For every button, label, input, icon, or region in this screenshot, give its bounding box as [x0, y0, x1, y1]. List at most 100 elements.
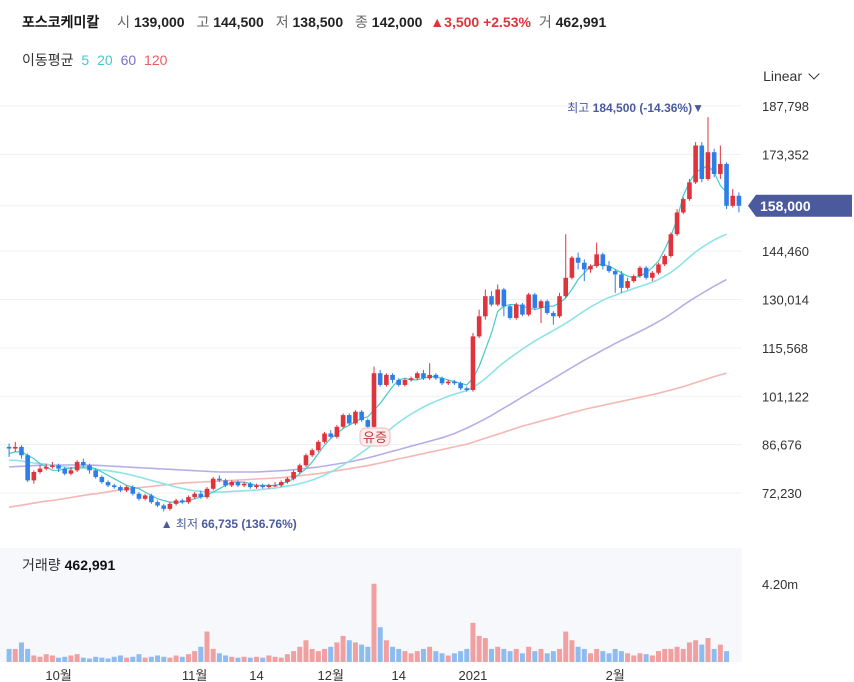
- volume-bar: [105, 658, 111, 662]
- volume-bar: [513, 648, 519, 662]
- candle-body: [359, 411, 364, 421]
- volume-bar: [346, 640, 352, 662]
- volume-bar: [6, 648, 12, 662]
- high-value: 144,500: [213, 14, 264, 30]
- candle-body: [346, 415, 352, 424]
- candle-body: [12, 446, 18, 449]
- candle-body: [674, 212, 680, 235]
- current-price-label: 158,000: [760, 198, 811, 214]
- low-label: 저: [275, 14, 289, 30]
- low-value: 138,500: [292, 14, 344, 30]
- open-value: 139,000: [133, 14, 185, 30]
- volume-bar: [56, 657, 62, 662]
- volume-axis-label: 4.20m: [762, 577, 798, 592]
- volume-bar: [130, 656, 136, 662]
- candle-body: [476, 316, 482, 337]
- candle-body: [730, 195, 736, 206]
- scale-dropdown[interactable]: Linear: [763, 68, 820, 84]
- candle-body: [217, 478, 222, 481]
- moving-average-legend[interactable]: 이동평균 5 20 60 120: [22, 50, 167, 70]
- candle-body: [74, 461, 80, 471]
- candle-body: [303, 455, 309, 466]
- volume-bar: [631, 655, 637, 662]
- candle-body: [118, 487, 123, 491]
- ma-5-label: 5: [81, 52, 90, 68]
- volume-bar: [62, 656, 68, 662]
- volume-bar: [439, 653, 445, 662]
- high-label: 고: [196, 14, 210, 30]
- candle-body: [192, 493, 197, 498]
- candle-body: [650, 272, 655, 278]
- volume-bar: [420, 648, 426, 662]
- candle-body: [557, 296, 562, 317]
- candle-body: [551, 312, 556, 317]
- ma-20-label: 20: [97, 52, 113, 68]
- candle-body: [643, 267, 649, 278]
- volume-panel-label: 거래량: [22, 557, 61, 573]
- x-tick-label: 14: [392, 668, 406, 682]
- candle-body: [334, 426, 340, 437]
- volume-bar: [371, 583, 377, 662]
- candle-body: [501, 289, 507, 307]
- candle-body: [167, 503, 173, 509]
- volume-bar: [328, 646, 334, 662]
- volume-panel-title: 거래량 462,991: [22, 555, 115, 575]
- candle-body: [414, 373, 420, 379]
- volume-bar: [284, 654, 290, 662]
- volume-bar: [68, 655, 74, 662]
- volume-bar: [532, 651, 538, 662]
- candle-body: [532, 294, 538, 308]
- volume-bar: [136, 654, 142, 662]
- volume-bar: [699, 644, 705, 662]
- volume-bar: [198, 646, 204, 662]
- volume-bar: [229, 656, 235, 662]
- candle-body: [581, 262, 587, 270]
- volume-bar: [724, 651, 730, 662]
- candle-body: [637, 267, 643, 277]
- volume-bar: [377, 627, 383, 662]
- volume-bar: [297, 646, 303, 662]
- volume-bar: [309, 648, 315, 662]
- close-value: 142,000: [371, 14, 423, 30]
- candle-body: [136, 493, 142, 499]
- volume-bar: [155, 655, 161, 662]
- candle-body: [297, 465, 303, 473]
- volume-bar: [340, 635, 346, 662]
- candle-body: [600, 254, 606, 267]
- volume-bar: [179, 656, 185, 662]
- candle-body: [25, 455, 30, 481]
- candle-body: [464, 388, 470, 390]
- candle-body: [266, 485, 272, 488]
- candle-body: [149, 495, 154, 503]
- candle-body: [365, 420, 371, 427]
- volume-bar: [204, 631, 210, 662]
- candle-body: [588, 266, 593, 270]
- candle-body: [309, 450, 315, 456]
- volume-bar: [489, 648, 495, 662]
- volume-bar: [80, 657, 86, 662]
- candle-body: [736, 195, 742, 206]
- x-tick-label: 11월: [182, 668, 207, 682]
- candle-body: [161, 505, 167, 509]
- candle-body: [210, 478, 216, 489]
- volume-bar: [49, 655, 55, 662]
- volume-bar: [74, 654, 80, 662]
- volume-bar: [266, 655, 272, 662]
- candle-body: [513, 304, 519, 318]
- volume-bar: [519, 653, 525, 662]
- volume-bar: [93, 656, 99, 662]
- volume-panel-background: [0, 548, 742, 662]
- volume-bar: [550, 651, 556, 662]
- volume-bar: [427, 646, 433, 662]
- volume-bar: [464, 648, 470, 662]
- volume-bar: [618, 651, 624, 662]
- candle-body: [705, 152, 711, 179]
- close-label: 종: [355, 14, 368, 30]
- y-tick-label: 115,568: [762, 341, 808, 356]
- volume-bar: [538, 648, 544, 662]
- volume-bar: [241, 656, 247, 662]
- volume-bar: [705, 638, 711, 662]
- candle-body: [526, 294, 531, 315]
- volume-bar: [476, 635, 482, 662]
